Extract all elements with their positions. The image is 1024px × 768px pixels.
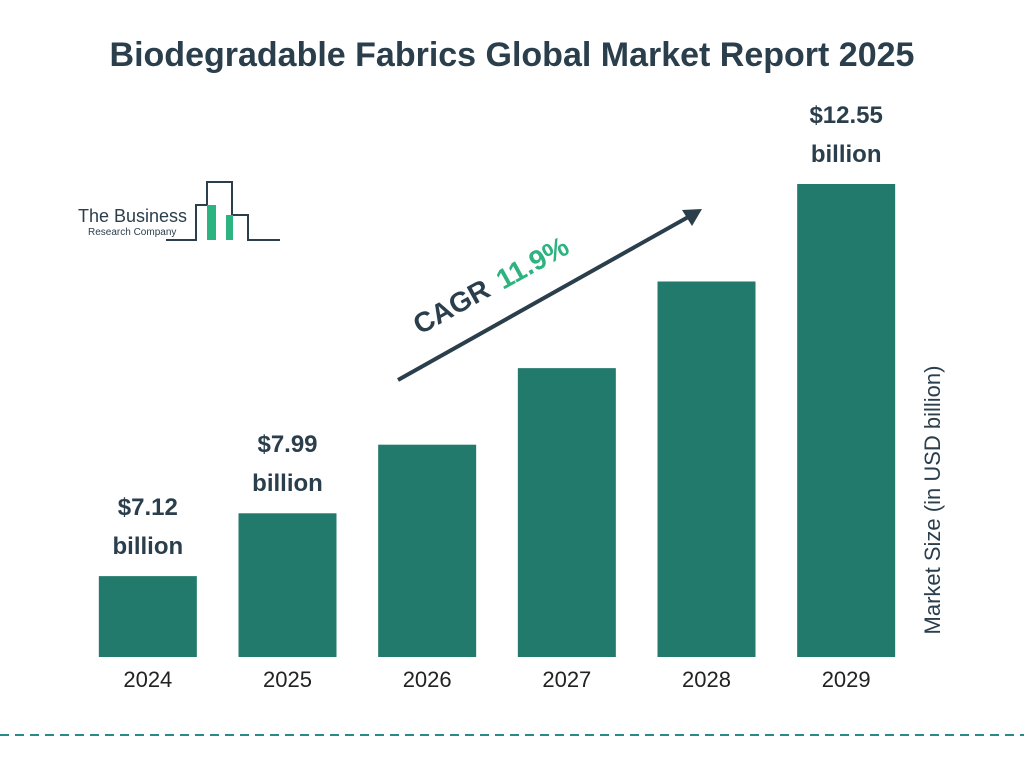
chart-title: Biodegradable Fabrics Global Market Repo… bbox=[109, 36, 915, 74]
cagr-value: 11.9% bbox=[491, 230, 574, 295]
logo: The Business Research Company bbox=[78, 181, 280, 241]
x-tick-label: 2028 bbox=[682, 667, 731, 692]
value-label: $7.99 billion bbox=[252, 431, 323, 498]
bar bbox=[378, 444, 477, 657]
x-tick-label: 2024 bbox=[123, 667, 172, 692]
y-axis-label: Market Size (in USD billion) bbox=[920, 366, 945, 635]
bar bbox=[657, 281, 756, 657]
bar bbox=[517, 368, 616, 657]
bar bbox=[238, 513, 337, 657]
x-tick-label: 2027 bbox=[542, 667, 591, 692]
logo-subtitle: Research Company bbox=[88, 227, 176, 238]
x-tick-label: 2025 bbox=[263, 667, 312, 692]
bar bbox=[797, 183, 896, 657]
logo-name: The Business bbox=[78, 206, 187, 226]
cagr-arrow: CAGR 11.9% bbox=[397, 209, 702, 382]
value-label: $12.55 billion bbox=[809, 101, 883, 168]
bar bbox=[98, 576, 197, 657]
value-label: $7.12 billion bbox=[112, 494, 184, 561]
cagr-label: CAGR bbox=[408, 273, 495, 340]
x-tick-label: 2029 bbox=[822, 667, 871, 692]
x-tick-label: 2026 bbox=[403, 667, 452, 692]
